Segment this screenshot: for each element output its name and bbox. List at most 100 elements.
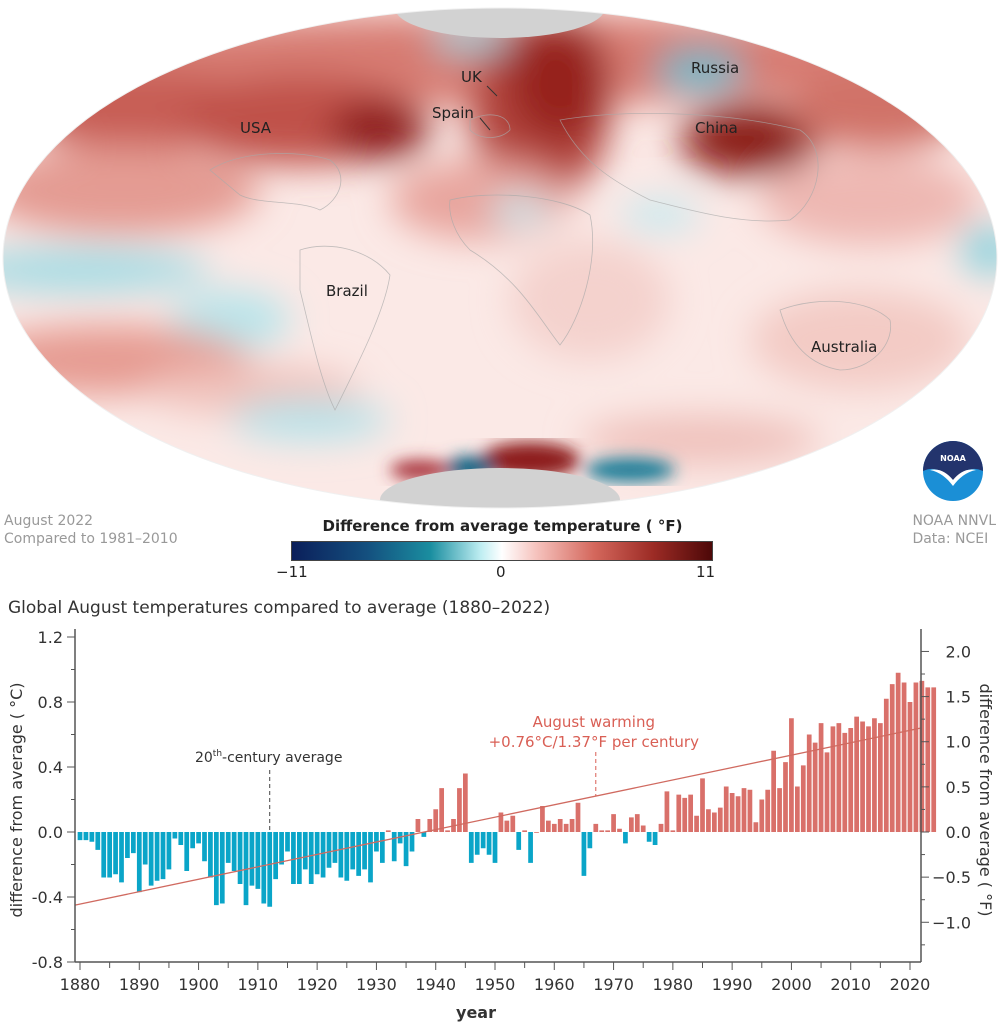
chart-title: Global August temperatures compared to a… bbox=[8, 598, 551, 618]
uk-leader-line bbox=[486, 85, 498, 97]
bar-1881 bbox=[83, 832, 89, 841]
bar-1897 bbox=[178, 832, 184, 845]
x-tick-label: 1910 bbox=[237, 975, 278, 994]
bar-1916 bbox=[291, 832, 296, 884]
bar-1893 bbox=[154, 832, 160, 881]
bar-1929 bbox=[368, 832, 373, 883]
y-axis-label-left: difference from average ( °C) bbox=[7, 682, 26, 917]
axes-group: 1.2 0.8 0.4 0.0 -0.4 -0.8 2.0 1.5 1.0 0.5 0.0 −0.5 −… bbox=[32, 628, 971, 994]
bar-2020 bbox=[907, 702, 913, 832]
y-tick-label-left: 1.2 bbox=[38, 628, 63, 647]
bar-1921 bbox=[320, 832, 326, 878]
bar-1936 bbox=[409, 832, 415, 852]
y-tick-label-right: 0.0 bbox=[946, 823, 971, 842]
bar-1983 bbox=[688, 794, 694, 833]
bar-1927 bbox=[356, 832, 362, 876]
bar-1926 bbox=[350, 832, 356, 870]
bar-1964 bbox=[575, 802, 581, 832]
legend-title: Difference from average temperature ( °F… bbox=[322, 517, 683, 535]
bar-2002 bbox=[800, 765, 806, 833]
bar-1958 bbox=[540, 806, 545, 832]
map-caption-left: August 2022 Compared to 1981–2010 bbox=[4, 512, 178, 548]
x-tick-label: 1920 bbox=[297, 975, 338, 994]
bar-1984 bbox=[694, 815, 699, 832]
bar-1996 bbox=[765, 789, 771, 832]
x-tick-label: 1940 bbox=[415, 975, 456, 994]
bar-1888 bbox=[125, 832, 130, 858]
noaa-logo: NOAA bbox=[923, 441, 983, 501]
bar-1950 bbox=[492, 832, 498, 863]
y-axis-label-right: difference from average ( °F) bbox=[976, 683, 995, 916]
bar-1995 bbox=[759, 799, 765, 832]
bar-1915 bbox=[285, 832, 290, 852]
bar-1910 bbox=[255, 832, 261, 889]
y-tick-label-left: -0.4 bbox=[32, 888, 63, 907]
x-axis-label: year bbox=[456, 1003, 496, 1022]
warming-title: August warming bbox=[533, 713, 655, 731]
temperature-anomaly-map bbox=[2, 7, 998, 509]
map-caption-right: NOAA NNVL Data: NCEI bbox=[912, 512, 996, 548]
bar-1886 bbox=[113, 832, 118, 875]
y-tick-label-right: −1.0 bbox=[932, 913, 971, 932]
bar-1892 bbox=[148, 832, 154, 886]
bar-1974 bbox=[634, 814, 640, 833]
bar-1912 bbox=[267, 832, 273, 907]
x-tick-label: 1950 bbox=[475, 975, 516, 994]
bars-group bbox=[77, 672, 937, 907]
bar-1903 bbox=[213, 832, 219, 906]
bar-2022 bbox=[919, 680, 925, 833]
bar-2001 bbox=[794, 786, 800, 832]
bar-1890 bbox=[136, 832, 142, 893]
bar-1947 bbox=[474, 832, 480, 855]
baseline-text: -century average bbox=[222, 750, 342, 766]
map-label-uk: UK bbox=[461, 68, 482, 86]
bar-1988 bbox=[717, 807, 723, 833]
bar-1883 bbox=[95, 832, 101, 850]
credit-data: Data: NCEI bbox=[912, 531, 989, 547]
bar-1968 bbox=[599, 830, 605, 833]
credit-nnvl: NOAA NNVL bbox=[912, 513, 996, 529]
bar-1885 bbox=[107, 832, 113, 878]
bar-2011 bbox=[854, 716, 860, 833]
y-tick-label-right: 2.0 bbox=[946, 642, 971, 661]
bar-1925 bbox=[344, 832, 350, 881]
bar-2021 bbox=[913, 682, 919, 832]
bar-1982 bbox=[682, 797, 688, 833]
bar-1933 bbox=[391, 832, 397, 862]
x-tick-label: 2020 bbox=[890, 975, 931, 994]
bar-2012 bbox=[860, 721, 865, 832]
bar-1894 bbox=[160, 832, 166, 880]
bar-1911 bbox=[261, 832, 267, 904]
bar-1905 bbox=[225, 832, 231, 863]
map-label-russia: Russia bbox=[691, 59, 740, 77]
bar-1919 bbox=[308, 832, 314, 884]
bar-1972 bbox=[623, 832, 628, 844]
bar-1924 bbox=[338, 832, 344, 878]
x-tick-label: 1890 bbox=[119, 975, 160, 994]
bar-1882 bbox=[89, 832, 95, 842]
bar-2010 bbox=[848, 728, 854, 832]
bar-1895 bbox=[166, 832, 172, 870]
bar-1920 bbox=[314, 832, 320, 875]
baseline-num: 20 bbox=[195, 750, 213, 766]
bar-2005 bbox=[818, 723, 824, 833]
bar-1985 bbox=[700, 778, 705, 833]
map-date: August 2022 bbox=[4, 513, 94, 529]
map-label-usa: USA bbox=[240, 119, 272, 137]
bar-1944 bbox=[457, 788, 462, 833]
bar-2014 bbox=[872, 718, 877, 832]
bar-1999 bbox=[783, 762, 788, 833]
bar-1966 bbox=[587, 832, 593, 849]
bar-1952 bbox=[504, 820, 510, 833]
bar-1940 bbox=[433, 809, 439, 832]
bar-1992 bbox=[741, 788, 747, 833]
map-baseline: Compared to 1981–2010 bbox=[4, 531, 178, 547]
map-label-china: China bbox=[695, 119, 738, 137]
bar-1973 bbox=[628, 817, 634, 833]
y-tick-label-left: 0.4 bbox=[38, 758, 63, 777]
bar-1951 bbox=[498, 812, 504, 832]
bar-1969 bbox=[605, 830, 611, 833]
bar-1962 bbox=[563, 823, 569, 833]
bar-1965 bbox=[581, 832, 587, 876]
bar-1954 bbox=[516, 832, 522, 850]
